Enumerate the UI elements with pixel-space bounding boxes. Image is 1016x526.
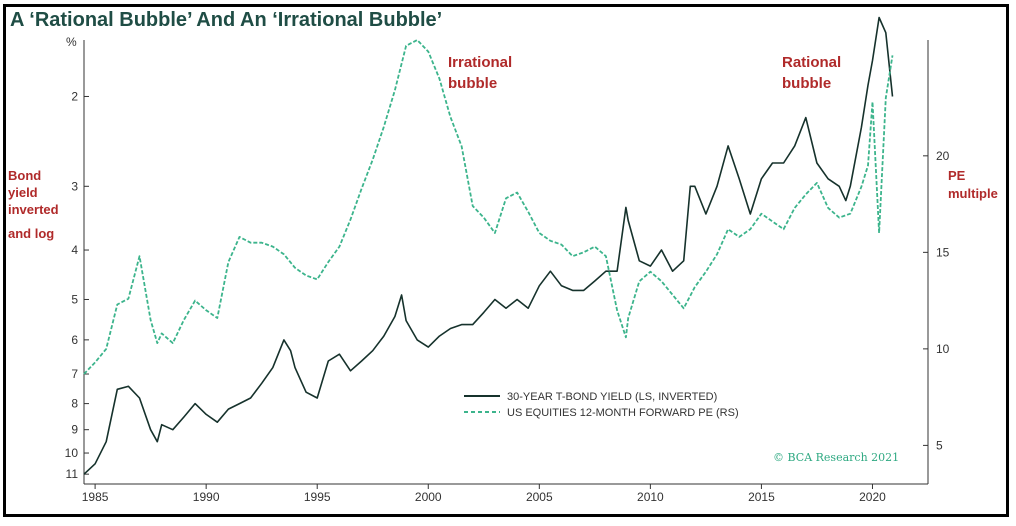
left-tick-label: 7 [71, 367, 78, 381]
x-tick-label: 2000 [415, 490, 442, 504]
annotation-rational-bubble: Rational bubble [782, 54, 845, 92]
legend-label-bond: 30-YEAR T-BOND YIELD (LS, INVERTED) [507, 391, 717, 403]
x-axis-ticks: 1985 1990 1995 2000 2005 2010 2015 2020 [82, 484, 886, 504]
annotation-line: Irrational [448, 54, 512, 71]
left-tick-label: 2 [71, 89, 78, 103]
legend-label-pe: US EQUITIES 12-MONTH FORWARD PE (RS) [507, 407, 739, 419]
left-axis-label-line: Bond [8, 168, 41, 183]
right-tick-label: 10 [936, 342, 950, 356]
x-tick-label: 1995 [304, 490, 331, 504]
x-tick-label: 1990 [193, 490, 220, 504]
chart-frame [3, 4, 1009, 517]
left-tick-label: 11 [66, 467, 79, 481]
series-line-forward-pe [83, 39, 894, 375]
right-tick-label: 5 [936, 438, 943, 452]
left-tick-label: 6 [71, 333, 78, 347]
left-axis-label: Bond yield inverted and log [8, 168, 62, 241]
x-tick-label: 2010 [637, 490, 664, 504]
left-tick-label: 8 [71, 397, 78, 411]
annotation-irrational-bubble: Irrational bubble [448, 54, 516, 92]
annotation-line: bubble [448, 75, 497, 92]
left-axis-label-line: inverted [8, 202, 59, 217]
annotation-line: bubble [782, 75, 831, 92]
right-tick-label: 15 [936, 245, 950, 259]
right-axis-label-line: PE [948, 168, 966, 183]
right-axis-ticks: 5 10 15 20 [923, 149, 950, 452]
left-tick-label: 9 [71, 423, 78, 437]
left-axis-label-line: yield [8, 185, 38, 200]
left-tick-label: 10 [65, 446, 79, 460]
left-axis-ticks: 2 3 4 5 6 7 8 9 10 11 [65, 89, 89, 481]
right-axis-label-line: multiple [948, 186, 998, 201]
plot-area [83, 40, 929, 485]
right-tick-label: 20 [936, 149, 950, 163]
series-layer [83, 16, 894, 475]
x-tick-label: 2005 [526, 490, 553, 504]
left-axis-label-line: and log [8, 226, 54, 241]
series-line-bond-yield [83, 16, 894, 475]
left-axis-unit: % [66, 35, 77, 49]
x-tick-label: 1985 [82, 490, 109, 504]
credit-text: © BCA Research 2021 [773, 451, 899, 464]
right-axis-label: PE multiple [948, 168, 998, 201]
x-tick-label: 2020 [859, 490, 886, 504]
annotation-line: Rational [782, 54, 841, 71]
left-tick-label: 5 [71, 292, 78, 306]
left-tick-label: 3 [71, 179, 78, 193]
left-tick-label: 4 [71, 243, 78, 257]
x-tick-label: 2015 [748, 490, 775, 504]
legend: 30-YEAR T-BOND YIELD (LS, INVERTED) US E… [464, 391, 739, 419]
chart-title: A ‘Rational Bubble’ And An ‘Irrational B… [10, 9, 442, 31]
